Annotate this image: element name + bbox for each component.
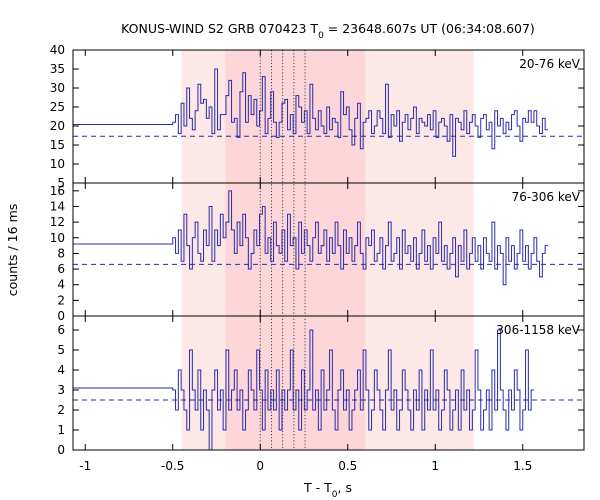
x-tick-label: -1 bbox=[79, 459, 91, 473]
y-tick-label: 35 bbox=[50, 62, 65, 76]
y-tick-label: 5 bbox=[57, 176, 65, 190]
x-tick-label: 1 bbox=[431, 459, 439, 473]
y-tick-label: 4 bbox=[57, 363, 65, 377]
panel-energy-label: 76-306 keV bbox=[512, 190, 581, 204]
y-tick-label: 4 bbox=[57, 278, 65, 292]
panel-energy-label: 20-76 keV bbox=[519, 57, 581, 71]
light-curve-3 bbox=[73, 329, 534, 451]
light-curve-2 bbox=[73, 190, 548, 286]
y-tick-label: 15 bbox=[50, 138, 65, 152]
x-tick-label: -0.5 bbox=[161, 459, 184, 473]
panel-frame-3 bbox=[72, 315, 585, 451]
y-tick-label: 16 bbox=[50, 184, 65, 198]
x-tick-label: 0.5 bbox=[338, 459, 357, 473]
light-curve-1 bbox=[73, 68, 548, 157]
x-tick-label: 0 bbox=[256, 459, 264, 473]
axes-layer bbox=[72, 49, 585, 451]
y-tick-label: 3 bbox=[57, 383, 65, 397]
y-tick-label: 14 bbox=[50, 199, 65, 213]
panel-energy-label: 306-1158 keV bbox=[496, 323, 580, 337]
y-tick-label: 0 bbox=[57, 309, 65, 323]
y-tick-label: 30 bbox=[50, 81, 65, 95]
y-tick-label: 6 bbox=[57, 323, 65, 337]
y-axis-title: counts / 16 ms bbox=[5, 204, 20, 297]
y-tick-label: 2 bbox=[57, 293, 65, 307]
y-tick-label: 1 bbox=[57, 423, 65, 437]
y-tick-label: 2 bbox=[57, 403, 65, 417]
y-tick-label: 8 bbox=[57, 246, 65, 260]
x-axis-title: T - T0, s bbox=[303, 480, 352, 500]
y-tick-label: 12 bbox=[50, 215, 65, 229]
chart-title: KONUS-WIND S2 GRB 070423 T0 = 23648.607s… bbox=[121, 21, 535, 41]
y-tick-label: 40 bbox=[50, 43, 65, 57]
y-tick-label: 6 bbox=[57, 262, 65, 276]
y-tick-label: 20 bbox=[50, 119, 65, 133]
y-tick-label: 10 bbox=[50, 231, 65, 245]
y-tick-label: 10 bbox=[50, 157, 65, 171]
x-tick-label: 1.5 bbox=[513, 459, 532, 473]
y-tick-label: 25 bbox=[50, 100, 65, 114]
y-tick-label: 0 bbox=[57, 443, 65, 457]
series-layer bbox=[73, 68, 584, 451]
vline-layer bbox=[259, 50, 306, 450]
y-tick-label: 5 bbox=[57, 343, 65, 357]
shaded-interval-2 bbox=[225, 50, 366, 450]
